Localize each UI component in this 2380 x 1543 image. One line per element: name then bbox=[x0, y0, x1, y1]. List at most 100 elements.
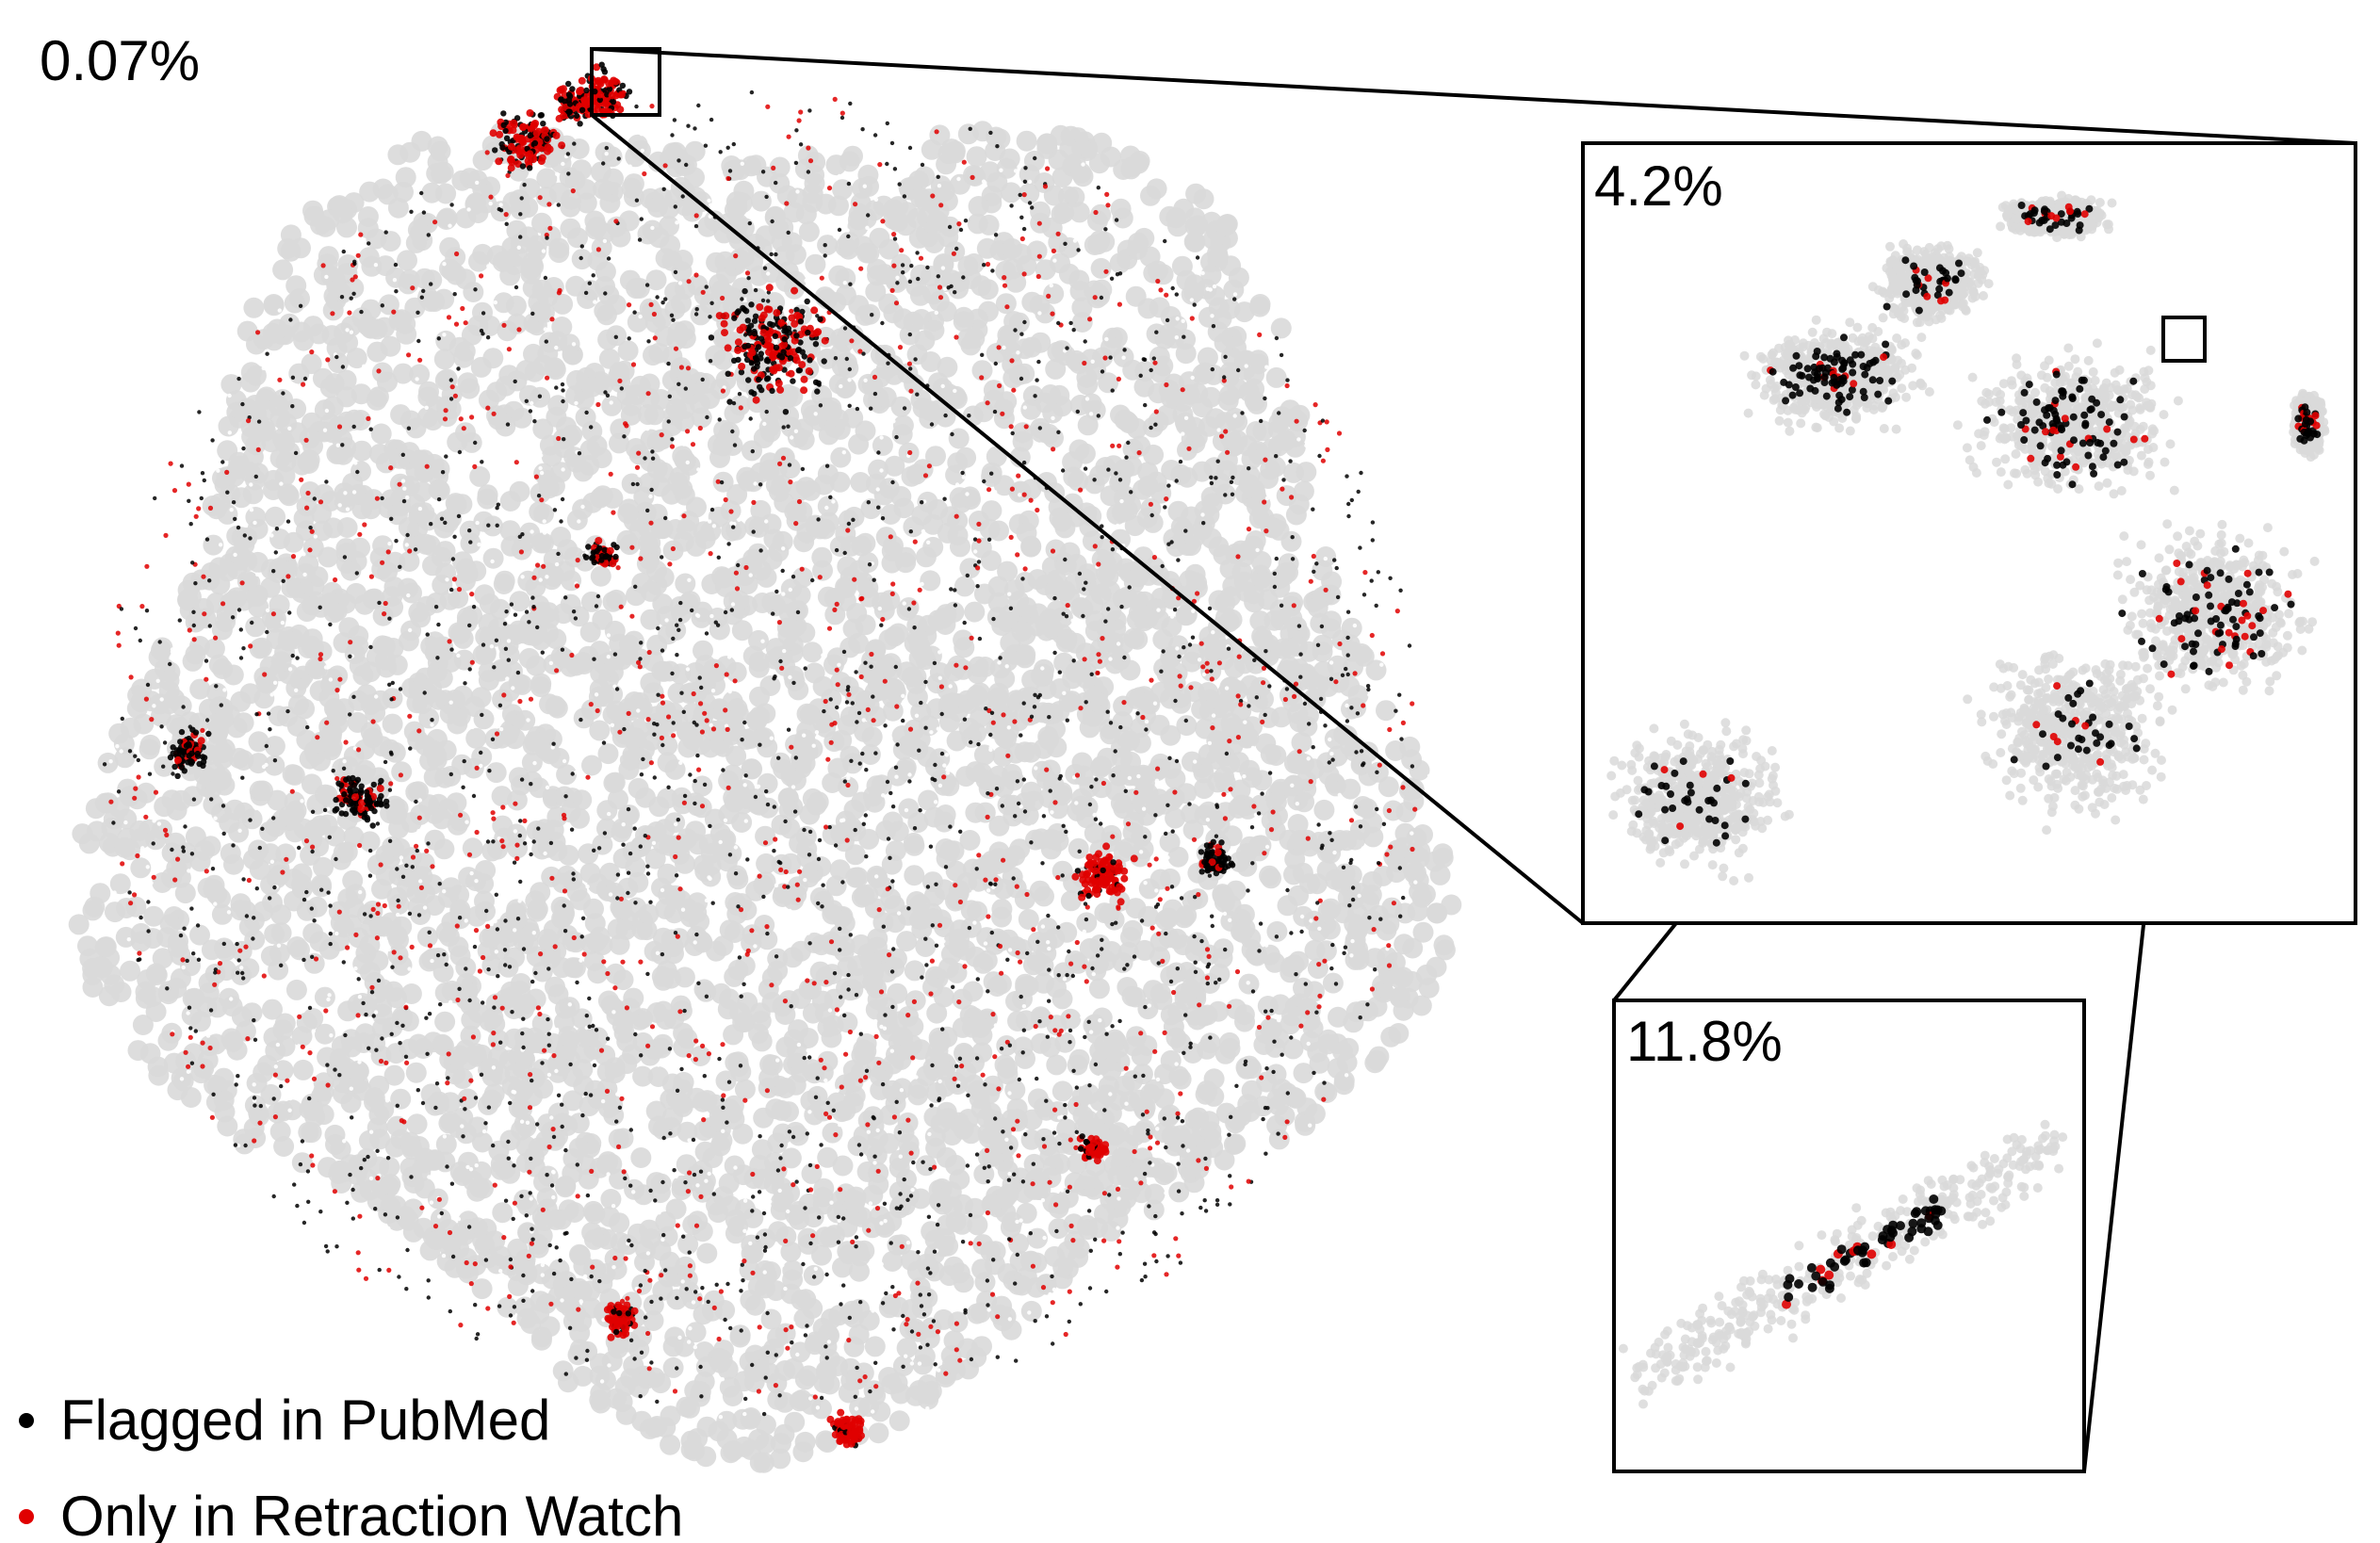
background-point bbox=[967, 1214, 988, 1236]
background-point bbox=[1055, 554, 1077, 576]
background-point bbox=[313, 483, 334, 505]
background-point bbox=[272, 1060, 294, 1081]
background-point bbox=[1003, 770, 1025, 791]
background-point bbox=[371, 362, 393, 383]
background-point bbox=[1055, 631, 1077, 653]
background-point bbox=[639, 1418, 660, 1439]
background-point bbox=[1003, 311, 1025, 333]
background-point bbox=[926, 210, 948, 232]
background-point bbox=[584, 210, 606, 232]
background-point bbox=[1409, 881, 1430, 902]
background-point bbox=[563, 546, 585, 568]
background-point bbox=[809, 886, 831, 908]
background-point bbox=[366, 389, 387, 411]
background-point bbox=[1110, 198, 1132, 219]
background-point bbox=[156, 927, 178, 949]
background-point bbox=[675, 853, 695, 874]
background-point bbox=[1068, 837, 1089, 859]
background-point bbox=[997, 560, 1019, 582]
background-point bbox=[1283, 462, 1304, 483]
background-point bbox=[595, 261, 616, 283]
background-point bbox=[640, 532, 661, 554]
background-point bbox=[747, 543, 769, 564]
background-point bbox=[446, 792, 467, 814]
background-point bbox=[158, 670, 180, 691]
background-point bbox=[1234, 918, 1256, 939]
background-point bbox=[127, 1040, 149, 1062]
background-point bbox=[174, 883, 196, 904]
background-point bbox=[885, 912, 906, 934]
background-point bbox=[712, 349, 734, 370]
background-point bbox=[1185, 183, 1207, 204]
background-point bbox=[1200, 386, 1222, 408]
background-point bbox=[648, 1115, 669, 1137]
background-point bbox=[1194, 499, 1215, 521]
background-point bbox=[1039, 608, 1061, 629]
background-point bbox=[1252, 420, 1274, 442]
background-point bbox=[1412, 824, 1433, 845]
background-point bbox=[990, 1125, 1012, 1146]
background-point bbox=[340, 1092, 362, 1113]
background-point bbox=[457, 563, 479, 584]
background-point bbox=[1137, 999, 1159, 1020]
background-point bbox=[1054, 517, 1076, 539]
background-point bbox=[132, 1015, 154, 1035]
background-point bbox=[1002, 237, 1023, 259]
background-point bbox=[1165, 807, 1186, 829]
background-point bbox=[723, 1024, 744, 1046]
background-point bbox=[589, 1389, 611, 1411]
background-point bbox=[938, 1265, 960, 1287]
background-point bbox=[976, 237, 998, 259]
background-point bbox=[829, 859, 851, 881]
background-point bbox=[1158, 1106, 1179, 1128]
background-point bbox=[432, 667, 453, 689]
background-point bbox=[1174, 983, 1196, 1004]
background-point bbox=[1295, 1114, 1316, 1136]
background-point bbox=[901, 666, 922, 688]
background-point bbox=[314, 986, 335, 1008]
background-point bbox=[862, 375, 883, 397]
background-point bbox=[835, 378, 856, 399]
background-point bbox=[434, 982, 456, 1003]
background-point bbox=[1341, 617, 1362, 639]
background-point bbox=[650, 1240, 672, 1261]
background-point bbox=[1267, 804, 1288, 826]
background-point bbox=[468, 1177, 490, 1198]
background-point bbox=[203, 794, 224, 816]
background-point bbox=[272, 259, 294, 281]
background-point bbox=[1051, 860, 1073, 882]
background-point bbox=[435, 183, 457, 204]
background-point bbox=[299, 428, 320, 449]
background-point bbox=[895, 552, 917, 574]
background-point bbox=[224, 799, 246, 820]
background-point bbox=[936, 604, 957, 625]
background-point bbox=[242, 849, 264, 870]
background-point bbox=[539, 1316, 561, 1338]
background-point bbox=[1078, 1169, 1100, 1191]
background-point bbox=[690, 734, 711, 755]
background-point bbox=[361, 255, 383, 277]
background-point bbox=[654, 325, 676, 347]
background-point bbox=[226, 1039, 248, 1061]
background-point bbox=[890, 396, 912, 417]
background-point bbox=[908, 647, 930, 669]
background-point bbox=[948, 428, 970, 449]
background-point bbox=[584, 913, 606, 934]
background-point bbox=[1270, 317, 1292, 339]
background-point bbox=[101, 818, 122, 838]
background-point bbox=[518, 647, 540, 669]
background-point bbox=[1179, 383, 1200, 405]
background-point bbox=[1275, 562, 1296, 584]
background-point bbox=[1368, 1046, 1390, 1067]
background-point bbox=[792, 1441, 814, 1463]
background-point bbox=[1159, 868, 1181, 889]
background-point bbox=[781, 619, 803, 641]
background-point bbox=[1166, 962, 1187, 983]
background-point bbox=[672, 446, 693, 467]
background-point bbox=[177, 590, 199, 611]
background-point bbox=[482, 547, 504, 569]
background-point bbox=[954, 1042, 974, 1064]
background-point bbox=[560, 218, 581, 239]
background-point bbox=[1131, 826, 1152, 847]
background-point bbox=[696, 1243, 718, 1264]
